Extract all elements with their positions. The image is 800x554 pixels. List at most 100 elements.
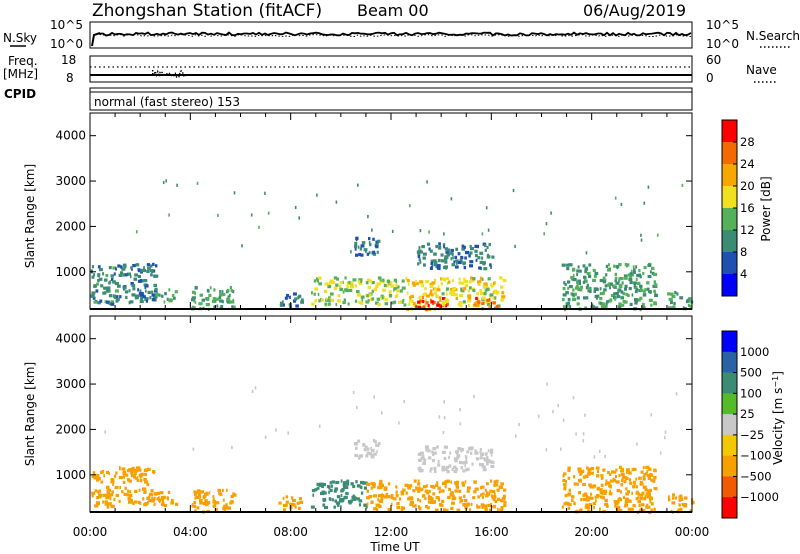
power-cell bbox=[435, 294, 439, 298]
power-cell bbox=[279, 301, 284, 305]
power-cell bbox=[174, 290, 178, 294]
velocity-cell bbox=[646, 470, 649, 474]
power-cell bbox=[139, 279, 143, 283]
velocity-cell bbox=[205, 491, 208, 495]
power-colorbar-swatch bbox=[722, 274, 737, 297]
power-cell bbox=[110, 302, 115, 306]
velocity-cell bbox=[678, 498, 681, 502]
power-cell bbox=[337, 294, 341, 298]
power-cell bbox=[241, 244, 243, 248]
power-cell bbox=[375, 301, 379, 305]
power-cell bbox=[394, 294, 398, 299]
power-cell bbox=[413, 301, 416, 305]
power-cell bbox=[379, 278, 382, 282]
power-cell bbox=[446, 287, 450, 291]
power-cell bbox=[108, 281, 111, 285]
velocity-cell bbox=[596, 487, 600, 491]
velocity-cell bbox=[496, 488, 500, 492]
power-cell bbox=[331, 281, 335, 285]
power-cell bbox=[429, 249, 433, 253]
velocity-cell bbox=[415, 486, 418, 490]
power-cell bbox=[606, 268, 611, 272]
power-cell bbox=[104, 291, 107, 295]
power-cell bbox=[477, 282, 481, 286]
velocity-cell bbox=[429, 469, 432, 473]
power-cell bbox=[419, 260, 422, 264]
velocity-cell bbox=[130, 473, 134, 478]
velocity-cell bbox=[134, 489, 138, 493]
power-cell bbox=[437, 246, 442, 250]
power-cell bbox=[139, 299, 144, 304]
power-cell bbox=[615, 281, 620, 285]
velocity-cell bbox=[582, 439, 585, 443]
velocity-cell bbox=[171, 498, 174, 503]
velocity-cell bbox=[431, 450, 434, 454]
power-cell bbox=[620, 290, 624, 294]
power-cell bbox=[113, 272, 116, 276]
power-cell bbox=[463, 245, 466, 249]
power-cell bbox=[475, 301, 478, 305]
power-cell bbox=[656, 233, 659, 237]
power-cell bbox=[142, 295, 146, 299]
noise-panel-frame bbox=[89, 21, 693, 49]
power-cell bbox=[209, 286, 212, 290]
velocity-cell bbox=[490, 460, 495, 464]
power-cell bbox=[469, 286, 472, 290]
velocity-colorbar-label-exp: −1 bbox=[771, 376, 780, 388]
power-cell bbox=[284, 296, 288, 300]
power-cell bbox=[463, 266, 466, 270]
velocity-colorbar-swatch bbox=[722, 351, 737, 373]
power-cell bbox=[368, 237, 371, 241]
velocity-cell bbox=[104, 500, 108, 504]
velocity-cell bbox=[518, 422, 520, 427]
velocity-cell bbox=[283, 508, 286, 512]
velocity-cell bbox=[333, 489, 337, 493]
power-cell bbox=[454, 293, 458, 297]
velocity-cell bbox=[128, 479, 132, 483]
velocity-cell bbox=[195, 495, 199, 500]
velocity-cell bbox=[604, 498, 608, 502]
power-cell bbox=[330, 298, 334, 302]
velocity-cell bbox=[493, 505, 497, 509]
velocity-cell bbox=[362, 481, 365, 485]
velocity-cell bbox=[483, 458, 488, 462]
velocity-cell bbox=[608, 484, 612, 488]
velocity-cell bbox=[450, 491, 454, 495]
power-cell bbox=[583, 296, 588, 300]
power-cell bbox=[440, 253, 444, 257]
velocity-colorbar-tick-label: 25 bbox=[740, 407, 755, 421]
velocity-cell bbox=[614, 474, 617, 479]
power-cell bbox=[570, 275, 574, 280]
velocity-cell bbox=[473, 394, 475, 398]
velocity-cell bbox=[329, 488, 333, 492]
power-cell bbox=[371, 297, 375, 301]
velocity-cell bbox=[499, 508, 504, 512]
power-cell bbox=[423, 263, 426, 267]
velocity-cell bbox=[341, 487, 345, 492]
power-cell bbox=[440, 282, 443, 286]
power-cell bbox=[194, 300, 197, 304]
velocity-cell bbox=[460, 448, 465, 452]
power-cell bbox=[436, 301, 440, 305]
power-cell bbox=[674, 290, 677, 295]
power-cell bbox=[624, 287, 627, 291]
velocity-cell bbox=[111, 493, 114, 497]
power-colorbar-swatch bbox=[722, 186, 737, 209]
power-cell bbox=[444, 247, 448, 251]
power-cell bbox=[93, 300, 98, 304]
power-cell bbox=[474, 249, 478, 253]
power-cell bbox=[356, 293, 361, 297]
velocity-cell bbox=[444, 485, 447, 489]
velocity-cell bbox=[615, 506, 618, 510]
power-cell bbox=[482, 262, 486, 266]
velocity-cell bbox=[143, 490, 147, 494]
power-colorbar-tick-label: 16 bbox=[740, 201, 755, 215]
velocity-cell bbox=[608, 481, 611, 485]
power-cell bbox=[153, 283, 157, 287]
velocity-cell bbox=[498, 485, 503, 489]
velocity-cell bbox=[537, 414, 540, 418]
power-cell bbox=[314, 299, 318, 303]
velocity-cell bbox=[482, 468, 487, 472]
power-cell bbox=[155, 264, 158, 268]
